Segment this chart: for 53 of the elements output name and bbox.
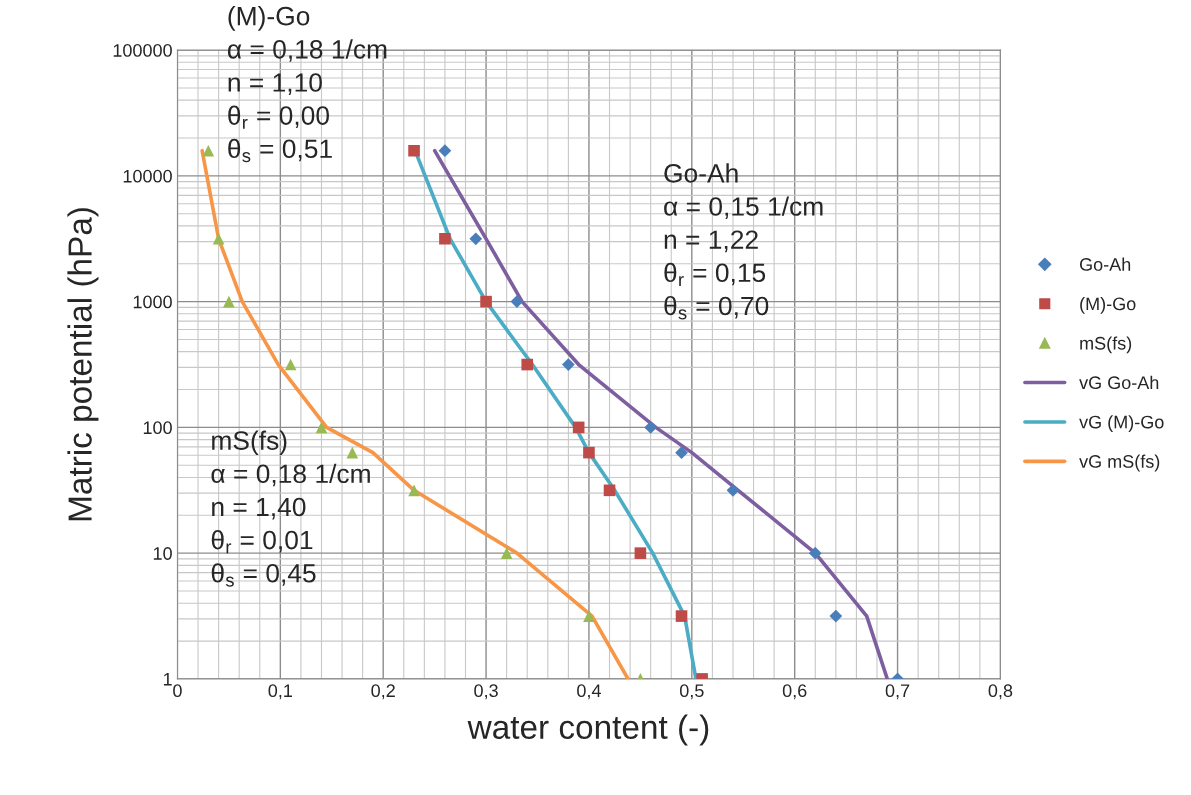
x-tick-label: 0,8 <box>988 684 1013 700</box>
point <box>603 484 616 497</box>
x-axis-title: water content (-) <box>467 714 709 746</box>
point <box>808 546 822 560</box>
y-tick-label: 1 <box>163 673 172 686</box>
x-tick-label: 0,2 <box>371 684 395 700</box>
y-tick-label: 1000 <box>133 295 172 309</box>
y-tick-label: 100000 <box>113 44 172 57</box>
text: Go-Ah α = 0,15 1/cm n = 1,22 θ$_{r}$ = 0,15 θ$_{s}$ = 0,70 <box>664 163 823 320</box>
line-series <box>432 148 890 679</box>
legend-label: (M)-Go <box>1080 296 1136 314</box>
point <box>480 295 492 308</box>
point <box>408 144 420 157</box>
point <box>346 446 359 459</box>
y-tick-label: 100 <box>143 421 172 435</box>
text: mS(fs) α = 0,18 1/cm n = 1,40 θ$_{r}$ = 0,01 θ$_{s}$ = 0,45 <box>211 430 370 587</box>
point <box>726 483 740 497</box>
x-tick-label: 0,7 <box>885 684 910 700</box>
x-tick-label: 0,5 <box>679 684 704 700</box>
legend-label: vG Go-Ah <box>1079 375 1159 390</box>
x-tick-label: 0,1 <box>268 684 292 700</box>
point <box>675 610 688 622</box>
point <box>634 547 647 559</box>
point <box>438 144 452 158</box>
point <box>408 484 420 497</box>
x-tick-label: 0 <box>173 684 182 698</box>
point <box>562 358 575 371</box>
y-tick-label: 10000 <box>123 169 172 183</box>
text: (M)-Go α = 0,18 1/cm n = 1,10 θ$_{r}$ = 0,00 θ$_{s}$ = 0,51 <box>227 6 387 163</box>
point <box>439 232 451 245</box>
x-tick-label: 0,4 <box>577 684 601 700</box>
point <box>583 610 595 622</box>
point <box>500 547 513 559</box>
point <box>202 144 215 157</box>
point <box>212 232 225 245</box>
x-tick-label: 0,6 <box>782 684 807 700</box>
legend-label: mS(fs) <box>1080 336 1132 354</box>
point <box>572 421 585 434</box>
point <box>675 446 688 459</box>
point <box>510 295 524 308</box>
y-axis-title: Matric potential (hPa) <box>67 208 99 521</box>
point <box>284 358 297 371</box>
point <box>315 421 328 434</box>
legend-label: Go-Ah <box>1079 257 1131 271</box>
point <box>469 232 483 246</box>
point <box>521 358 534 371</box>
y-tick-label: 10 <box>153 547 172 560</box>
legend-label: vG mS(fs) <box>1079 454 1160 472</box>
point <box>583 446 595 459</box>
x-tick-label: 0,3 <box>474 684 498 700</box>
legend-label: vG (M)-Go <box>1079 415 1164 433</box>
point <box>644 421 658 434</box>
point <box>829 609 843 623</box>
